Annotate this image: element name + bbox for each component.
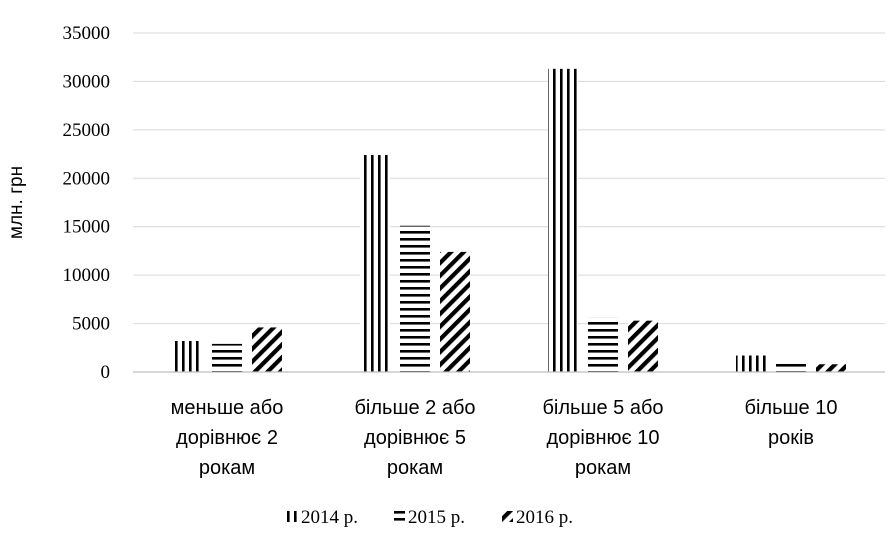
- bar-series-2-cat-4: [776, 360, 806, 372]
- gridlines: [133, 32, 885, 325]
- x-tick-label: років: [768, 427, 814, 449]
- y-axis: 0 5000 10000 15000 20000 25000 30000 35000 млн. …: [6, 23, 110, 383]
- bar-series-3-cat-3: [628, 320, 658, 372]
- y-tick-label: 0: [101, 362, 111, 383]
- legend-swatch-2: [394, 511, 405, 522]
- x-tick-label: більше 5 або: [542, 397, 663, 419]
- x-tick-label: рокам: [387, 457, 443, 479]
- y-tick-label: 25000: [63, 120, 111, 141]
- legend-label-2: 2015 р.: [408, 507, 465, 528]
- y-tick-label: 35000: [63, 23, 111, 44]
- bar-series-3-cat-2: [440, 251, 470, 372]
- legend-swatch-3: [502, 511, 513, 522]
- bar-series-3-cat-4: [816, 364, 846, 372]
- y-tick-label: 15000: [63, 217, 111, 238]
- bars: [172, 68, 846, 372]
- bar-series-3-cat-1: [252, 327, 282, 372]
- x-tick-label: дорівнює 10: [546, 427, 659, 449]
- legend-swatch-1: [287, 511, 298, 522]
- x-tick-label: більше 10: [745, 397, 838, 419]
- y-tick-label: 5000: [72, 314, 110, 335]
- x-tick-label: меньше або: [171, 397, 284, 419]
- bar-series-1-cat-3: [548, 68, 578, 372]
- legend: 2014 р. 2015 р. 2016 р.: [287, 507, 573, 528]
- x-tick-label: дорівнює 5: [364, 427, 466, 449]
- legend-label-3: 2016 р.: [516, 507, 573, 528]
- bar-series-2-cat-3: [588, 317, 618, 372]
- legend-label-1: 2014 р.: [301, 507, 358, 528]
- bar-series-2-cat-2: [400, 225, 430, 372]
- y-tick-label: 10000: [63, 265, 111, 286]
- y-axis-label: млн. грн: [6, 166, 27, 239]
- x-tick-label: рокам: [575, 457, 631, 479]
- y-tick-label: 20000: [63, 168, 111, 189]
- x-tick-label: більше 2 або: [354, 397, 475, 419]
- bar-series-1-cat-4: [736, 355, 766, 372]
- x-tick-label: рокам: [199, 457, 255, 479]
- bar-series-1-cat-1: [172, 341, 202, 372]
- bar-series-2-cat-1: [212, 343, 242, 372]
- y-tick-label: 30000: [63, 71, 111, 92]
- x-axis: меньше або дорівнює 2 рокам більше 2 або дор…: [133, 371, 885, 479]
- bar-series-1-cat-2: [360, 155, 390, 372]
- x-tick-label: дорівнює 2: [176, 427, 278, 449]
